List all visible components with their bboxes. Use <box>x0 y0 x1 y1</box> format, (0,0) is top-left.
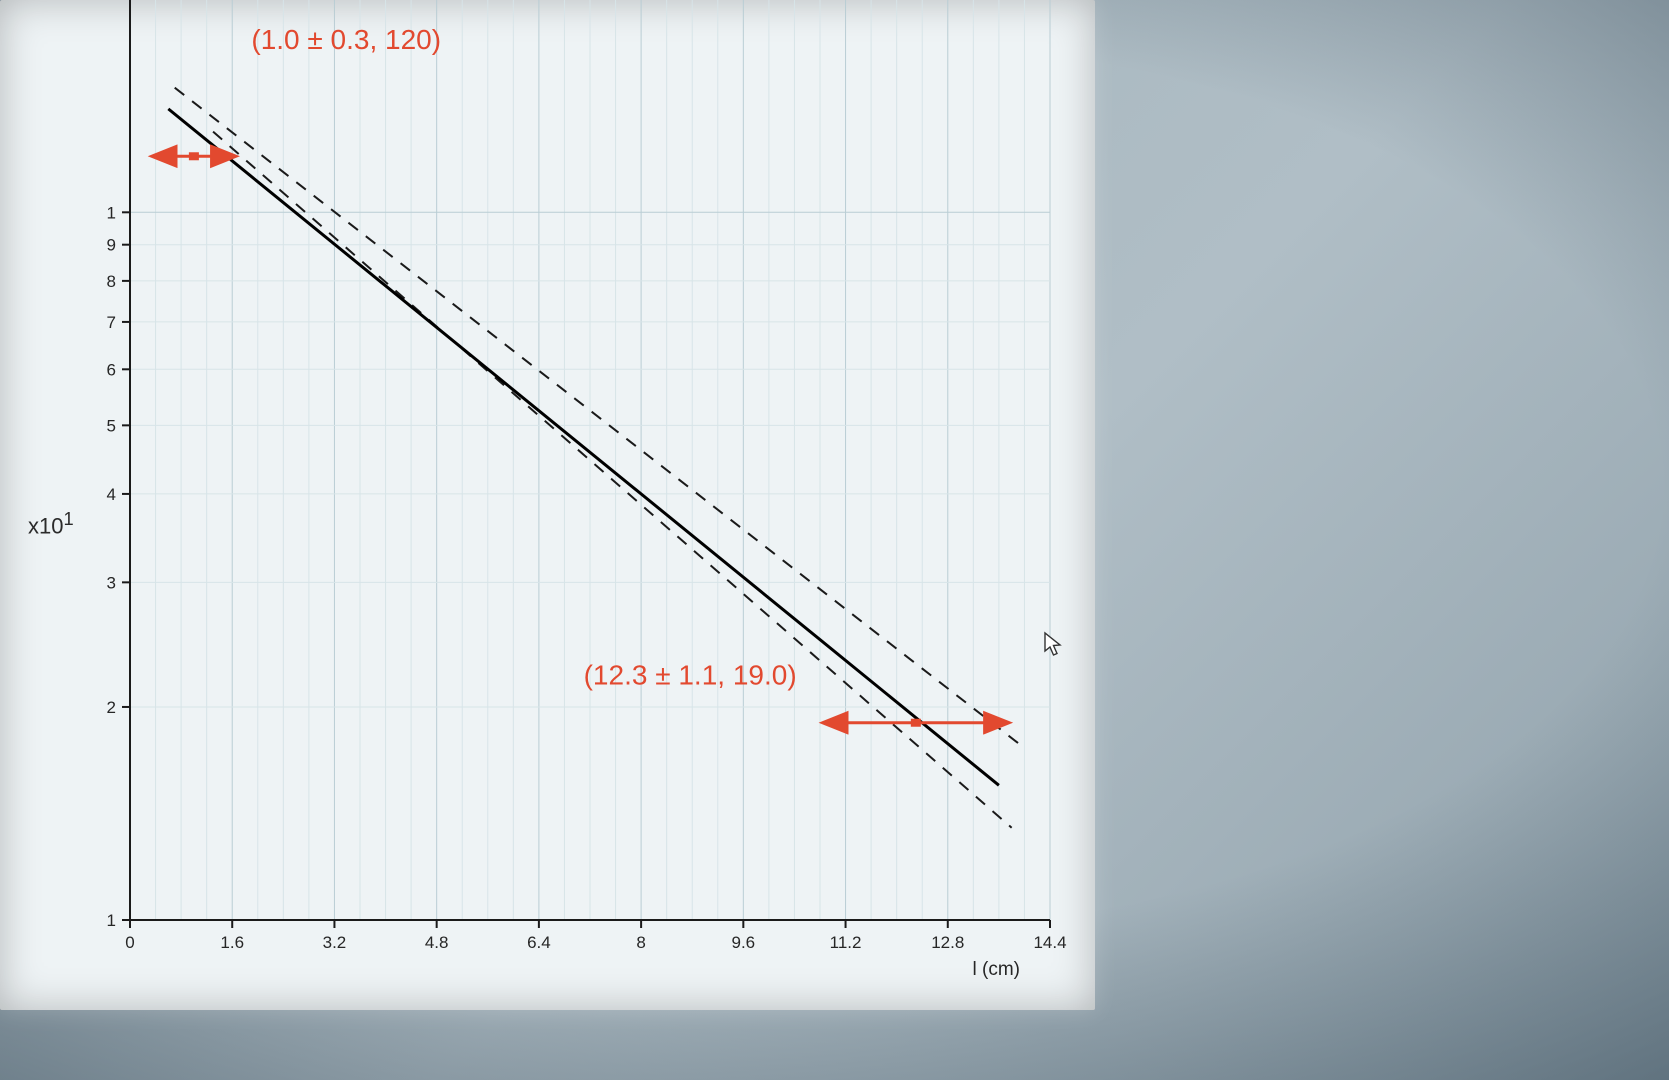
y-tick-label: 9 <box>107 236 116 255</box>
x-tick-label: 14.4 <box>1033 933 1066 952</box>
y-tick-label: 5 <box>107 416 116 435</box>
y-tick-label: 1 <box>107 911 116 930</box>
y-mult-base: x10 <box>28 513 63 538</box>
x-tick-label: 3.2 <box>323 933 347 952</box>
y-tick-label: 1 <box>107 203 116 222</box>
y-mult-exp: 1 <box>63 508 73 529</box>
point-annotation: (1.0 ± 0.3, 120) <box>251 24 441 55</box>
x-tick-label: 0 <box>125 933 134 952</box>
y-tick-label: 7 <box>107 313 116 332</box>
x-axis-label: l (cm) <box>973 959 1020 980</box>
x-tick-label: 12.8 <box>931 933 964 952</box>
x-tick-label: 8 <box>636 933 645 952</box>
y-tick-label: 4 <box>107 485 116 504</box>
x-tick-label: 6.4 <box>527 933 551 952</box>
data-point-marker <box>189 152 199 160</box>
y-tick-label: 6 <box>107 360 116 379</box>
x-tick-label: 1.6 <box>220 933 244 952</box>
mouse-cursor-icon <box>1044 632 1062 658</box>
plot-container: 0 1.6 3.2 4.8 6.4 8 9.6 11.2 12.8 14.4 l (cm) 1 2 3 4 5… <box>0 0 1110 1040</box>
y-tick-label: 2 <box>107 698 116 717</box>
data-point-marker <box>911 719 921 727</box>
y-tick-label: 3 <box>107 573 116 592</box>
point-annotation: (12.3 ± 1.1, 19.0) <box>584 660 797 691</box>
y-axis-multiplier: x101 <box>28 508 74 539</box>
log-linear-chart: 0 1.6 3.2 4.8 6.4 8 9.6 11.2 12.8 14.4 l (cm) 1 2 3 4 5… <box>0 0 1110 1040</box>
x-tick-label: 4.8 <box>425 933 449 952</box>
x-tick-label: 9.6 <box>732 933 756 952</box>
y-tick-label: 8 <box>107 272 116 291</box>
x-tick-label: 11.2 <box>830 933 862 952</box>
